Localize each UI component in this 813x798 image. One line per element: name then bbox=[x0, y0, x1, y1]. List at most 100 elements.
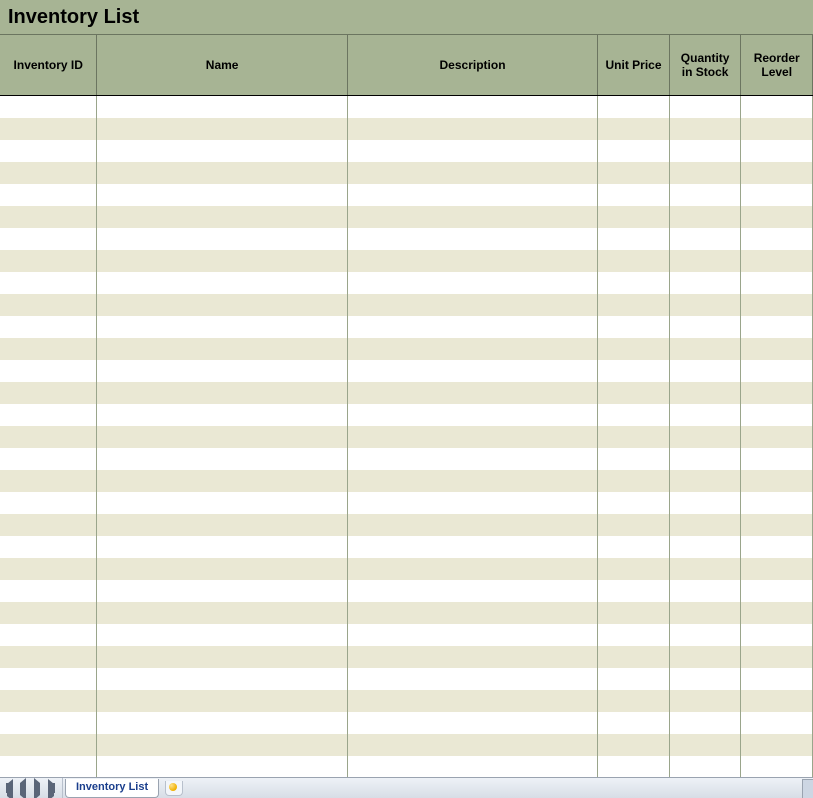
table-cell[interactable] bbox=[598, 206, 670, 228]
table-cell[interactable] bbox=[670, 360, 742, 382]
table-cell[interactable] bbox=[598, 602, 670, 624]
table-cell[interactable] bbox=[348, 206, 598, 228]
table-cell[interactable] bbox=[670, 602, 742, 624]
table-cell[interactable] bbox=[598, 162, 670, 184]
table-row[interactable] bbox=[0, 338, 813, 360]
table-cell[interactable] bbox=[97, 96, 347, 118]
table-cell[interactable] bbox=[348, 668, 598, 690]
table-row[interactable] bbox=[0, 602, 813, 624]
table-cell[interactable] bbox=[598, 96, 670, 118]
table-cell[interactable] bbox=[97, 272, 347, 294]
table-cell[interactable] bbox=[741, 690, 813, 712]
table-cell[interactable] bbox=[598, 558, 670, 580]
table-cell[interactable] bbox=[670, 162, 742, 184]
table-cell[interactable] bbox=[598, 184, 670, 206]
table-cell[interactable] bbox=[0, 382, 97, 404]
table-cell[interactable] bbox=[598, 404, 670, 426]
table-cell[interactable] bbox=[741, 360, 813, 382]
table-cell[interactable] bbox=[670, 426, 742, 448]
table-cell[interactable] bbox=[741, 756, 813, 778]
table-cell[interactable] bbox=[0, 668, 97, 690]
table-cell[interactable] bbox=[348, 514, 598, 536]
hscroll-stub[interactable] bbox=[802, 779, 813, 798]
table-cell[interactable] bbox=[348, 272, 598, 294]
table-cell[interactable] bbox=[97, 228, 347, 250]
table-cell[interactable] bbox=[97, 734, 347, 756]
table-row[interactable] bbox=[0, 514, 813, 536]
table-cell[interactable] bbox=[741, 624, 813, 646]
table-cell[interactable] bbox=[670, 690, 742, 712]
table-cell[interactable] bbox=[0, 602, 97, 624]
table-cell[interactable] bbox=[0, 712, 97, 734]
table-cell[interactable] bbox=[741, 184, 813, 206]
table-cell[interactable] bbox=[598, 316, 670, 338]
table-cell[interactable] bbox=[0, 184, 97, 206]
table-cell[interactable] bbox=[741, 558, 813, 580]
table-cell[interactable] bbox=[0, 492, 97, 514]
table-cell[interactable] bbox=[0, 734, 97, 756]
table-cell[interactable] bbox=[670, 514, 742, 536]
table-cell[interactable] bbox=[670, 382, 742, 404]
table-cell[interactable] bbox=[97, 316, 347, 338]
table-cell[interactable] bbox=[348, 448, 598, 470]
table-cell[interactable] bbox=[0, 118, 97, 140]
table-cell[interactable] bbox=[97, 668, 347, 690]
table-cell[interactable] bbox=[348, 734, 598, 756]
table-cell[interactable] bbox=[97, 360, 347, 382]
table-cell[interactable] bbox=[0, 250, 97, 272]
table-cell[interactable] bbox=[741, 118, 813, 140]
table-cell[interactable] bbox=[97, 712, 347, 734]
table-cell[interactable] bbox=[741, 272, 813, 294]
table-cell[interactable] bbox=[0, 470, 97, 492]
table-row[interactable] bbox=[0, 382, 813, 404]
table-cell[interactable] bbox=[741, 294, 813, 316]
table-cell[interactable] bbox=[741, 140, 813, 162]
column-header[interactable]: Inventory ID bbox=[0, 35, 97, 95]
table-cell[interactable] bbox=[598, 118, 670, 140]
table-cell[interactable] bbox=[348, 96, 598, 118]
table-cell[interactable] bbox=[741, 712, 813, 734]
table-cell[interactable] bbox=[97, 448, 347, 470]
table-cell[interactable] bbox=[97, 536, 347, 558]
table-cell[interactable] bbox=[598, 580, 670, 602]
table-cell[interactable] bbox=[598, 712, 670, 734]
table-cell[interactable] bbox=[97, 470, 347, 492]
table-row[interactable] bbox=[0, 558, 813, 580]
table-row[interactable] bbox=[0, 426, 813, 448]
table-row[interactable] bbox=[0, 140, 813, 162]
table-cell[interactable] bbox=[741, 536, 813, 558]
table-cell[interactable] bbox=[598, 646, 670, 668]
table-cell[interactable] bbox=[741, 250, 813, 272]
table-cell[interactable] bbox=[0, 558, 97, 580]
table-cell[interactable] bbox=[670, 140, 742, 162]
nav-next-icon[interactable] bbox=[34, 783, 42, 793]
table-cell[interactable] bbox=[348, 338, 598, 360]
table-cell[interactable] bbox=[598, 536, 670, 558]
table-cell[interactable] bbox=[348, 558, 598, 580]
table-cell[interactable] bbox=[348, 250, 598, 272]
table-row[interactable] bbox=[0, 250, 813, 272]
table-cell[interactable] bbox=[598, 756, 670, 778]
table-cell[interactable] bbox=[598, 426, 670, 448]
table-cell[interactable] bbox=[348, 624, 598, 646]
table-cell[interactable] bbox=[670, 646, 742, 668]
table-cell[interactable] bbox=[97, 602, 347, 624]
table-cell[interactable] bbox=[97, 382, 347, 404]
table-row[interactable] bbox=[0, 360, 813, 382]
column-header[interactable]: Description bbox=[348, 35, 598, 95]
table-cell[interactable] bbox=[97, 756, 347, 778]
table-cell[interactable] bbox=[97, 492, 347, 514]
table-cell[interactable] bbox=[348, 382, 598, 404]
table-row[interactable] bbox=[0, 404, 813, 426]
table-cell[interactable] bbox=[670, 470, 742, 492]
table-cell[interactable] bbox=[97, 184, 347, 206]
table-cell[interactable] bbox=[348, 690, 598, 712]
table-cell[interactable] bbox=[598, 272, 670, 294]
table-cell[interactable] bbox=[670, 338, 742, 360]
table-cell[interactable] bbox=[348, 536, 598, 558]
table-cell[interactable] bbox=[348, 162, 598, 184]
table-cell[interactable] bbox=[348, 118, 598, 140]
table-row[interactable] bbox=[0, 668, 813, 690]
table-cell[interactable] bbox=[670, 404, 742, 426]
table-cell[interactable] bbox=[670, 536, 742, 558]
